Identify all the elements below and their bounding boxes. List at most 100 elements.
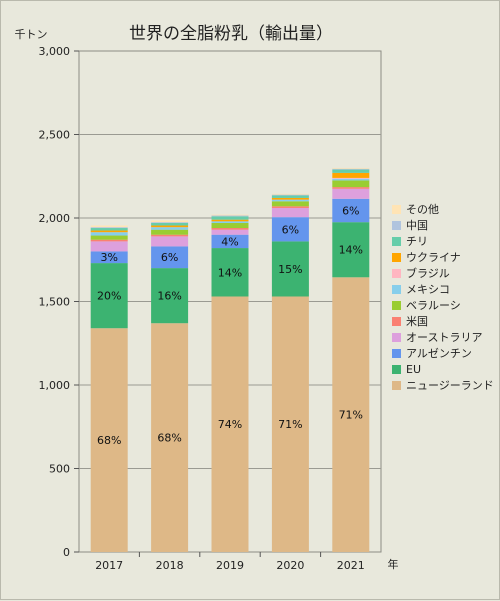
- y-axis-label: 千トン: [15, 28, 48, 41]
- bar-segment: [211, 214, 249, 216]
- bar-segment: [211, 234, 249, 249]
- bar-segment: [211, 216, 249, 220]
- bar-segment: [211, 248, 249, 297]
- bar-segment: [271, 217, 309, 242]
- bar-segment: [151, 268, 189, 324]
- bar-segment: [271, 199, 309, 202]
- legend-label: その他: [406, 203, 439, 216]
- bar-segment: [90, 241, 128, 252]
- bar-segment: [151, 229, 189, 235]
- legend-label: 米国: [406, 315, 428, 328]
- bar-data-label: 20%: [97, 290, 121, 303]
- bar-segment: [271, 195, 309, 198]
- bar-data-label: 71%: [339, 409, 363, 422]
- legend-label: EU: [406, 363, 421, 376]
- bar-segment: [211, 296, 249, 552]
- bar-segment: [90, 328, 128, 552]
- y-tick-label: 500: [49, 463, 70, 476]
- x-axis-label: 年: [388, 557, 399, 571]
- bar-data-label: 6%: [282, 223, 299, 236]
- legend-swatch: [392, 237, 401, 246]
- bar-segment: [271, 206, 309, 208]
- legend-label: ニュージーランド: [406, 379, 494, 392]
- bar-segment: [332, 187, 370, 189]
- bar-data-label: 3%: [100, 251, 117, 264]
- y-tick-label: 2,500: [39, 129, 71, 142]
- bar-data-label: 68%: [157, 432, 181, 445]
- bar-segment: [90, 263, 128, 329]
- chart-title: 世界の全脂粉乳（輸出量）: [129, 24, 333, 44]
- legend-label: ベラルーシ: [406, 299, 461, 312]
- legend-swatch: [392, 205, 401, 214]
- legend-label: ウクライナ: [406, 251, 461, 264]
- bar-segment: [211, 223, 249, 229]
- bar-segment: [151, 220, 189, 223]
- legend-label: チリ: [406, 235, 428, 248]
- bar-data-label: 14%: [218, 266, 242, 279]
- bar-segment: [332, 222, 370, 278]
- x-tick-label: 2018: [156, 559, 184, 572]
- bar-segment: [332, 277, 370, 552]
- bar-segment: [332, 188, 370, 199]
- bar-segment: [90, 228, 128, 231]
- legend-label: ブラジル: [406, 266, 450, 280]
- bar-segment: [90, 225, 128, 228]
- legend-label: アルゼンチン: [406, 347, 472, 360]
- legend-swatch: [392, 317, 401, 326]
- x-ticks: 2017 2018 2019 2020 2021: [95, 552, 365, 572]
- bar-segment: [211, 221, 249, 224]
- legend-swatch: [392, 333, 401, 342]
- bar-segment: [332, 169, 370, 173]
- bar-segment: [332, 177, 370, 179]
- bar-segment: [332, 168, 370, 170]
- bar-segment: [90, 239, 128, 242]
- bar-data-label: 6%: [161, 251, 178, 264]
- bar-segment: [271, 197, 309, 200]
- bar-segment: [211, 228, 249, 230]
- bar-data-label: 4%: [221, 235, 238, 248]
- y-tick-label: 3,000: [39, 45, 71, 58]
- y-tick-label: 2,000: [39, 212, 71, 225]
- bar-segment: [332, 180, 370, 188]
- y-tick-label: 1,000: [39, 379, 71, 392]
- bar-segment: [90, 251, 128, 264]
- bar-data-label: 71%: [278, 418, 302, 431]
- legend-swatch: [392, 381, 401, 390]
- bar-data-label: 16%: [157, 290, 181, 303]
- bar-segment: [211, 229, 249, 235]
- bar-segment: [151, 323, 189, 552]
- y-tick-label: 0: [63, 546, 70, 559]
- bar-segment: [332, 167, 370, 169]
- bar-data-label: 74%: [218, 418, 242, 431]
- legend-label: オーストラリア: [406, 331, 482, 344]
- bar-segment: [151, 234, 189, 237]
- x-tick-label: 2020: [276, 559, 304, 572]
- bar-segment: [332, 178, 370, 181]
- bars-layer: 68% 20% 3% 68% 16% 6% 74% 14% 4% 71% 15% 6% 71% 14% 6%: [90, 167, 370, 552]
- bar-data-label: 6%: [342, 204, 359, 217]
- legend-swatch: [392, 365, 401, 374]
- legend-swatch: [392, 349, 401, 358]
- bar-segment: [271, 241, 309, 297]
- bar-data-label: 14%: [339, 244, 363, 257]
- bar-segment: [151, 222, 189, 224]
- legend-label: 中国: [406, 219, 428, 232]
- bar-segment: [211, 219, 249, 222]
- y-tick-label: 1,500: [39, 296, 71, 309]
- bar-segment: [151, 225, 189, 228]
- x-tick-label: 2017: [95, 559, 123, 572]
- bar-segment: [271, 207, 309, 218]
- y-ticks: 0 500 1,000 1,500 2,000 2,500 3,000: [39, 45, 79, 559]
- bar-segment: [151, 223, 189, 226]
- bar-segment: [151, 236, 189, 247]
- bar-segment: [332, 172, 370, 178]
- bar-segment: [332, 198, 370, 223]
- bar-segment: [211, 215, 249, 217]
- bar-segment: [151, 246, 189, 269]
- legend-swatch: [392, 301, 401, 310]
- legend: その他中国チリウクライナブラジルメキシコベラルーシ米国オーストラリアアルゼンチン…: [392, 203, 494, 392]
- bar-segment: [271, 194, 309, 196]
- legend-swatch: [392, 221, 401, 230]
- bar-segment: [271, 296, 309, 552]
